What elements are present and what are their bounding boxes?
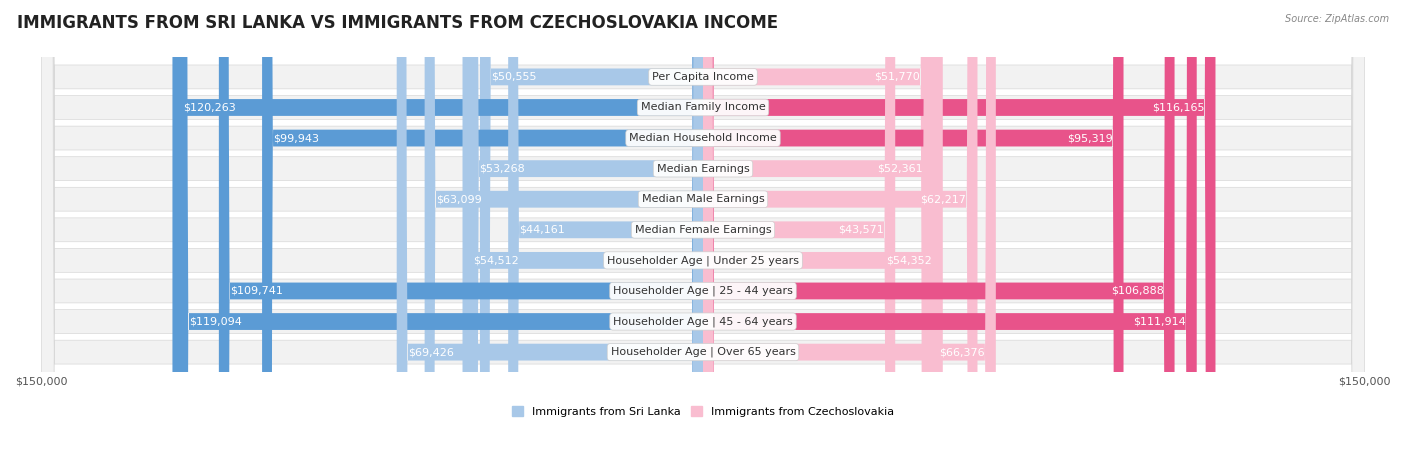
FancyBboxPatch shape (703, 0, 1197, 467)
Text: $63,099: $63,099 (436, 194, 481, 204)
Text: Householder Age | Over 65 years: Householder Age | Over 65 years (610, 347, 796, 357)
Legend: Immigrants from Sri Lanka, Immigrants from Czechoslovakia: Immigrants from Sri Lanka, Immigrants fr… (512, 406, 894, 417)
FancyBboxPatch shape (703, 0, 896, 467)
FancyBboxPatch shape (703, 0, 995, 467)
Text: Householder Age | 45 - 64 years: Householder Age | 45 - 64 years (613, 316, 793, 327)
Text: Median Male Earnings: Median Male Earnings (641, 194, 765, 204)
Text: $52,361: $52,361 (877, 163, 922, 174)
FancyBboxPatch shape (41, 0, 1365, 467)
FancyBboxPatch shape (41, 0, 1365, 467)
Text: IMMIGRANTS FROM SRI LANKA VS IMMIGRANTS FROM CZECHOSLOVAKIA INCOME: IMMIGRANTS FROM SRI LANKA VS IMMIGRANTS … (17, 14, 778, 32)
FancyBboxPatch shape (41, 0, 1365, 467)
Text: $66,376: $66,376 (939, 347, 984, 357)
FancyBboxPatch shape (479, 0, 703, 467)
FancyBboxPatch shape (703, 0, 943, 467)
FancyBboxPatch shape (703, 0, 1215, 467)
Text: $106,888: $106,888 (1111, 286, 1164, 296)
Text: Median Earnings: Median Earnings (657, 163, 749, 174)
FancyBboxPatch shape (468, 0, 703, 467)
Text: Per Capita Income: Per Capita Income (652, 72, 754, 82)
Text: $111,914: $111,914 (1133, 317, 1185, 326)
FancyBboxPatch shape (41, 0, 1365, 467)
FancyBboxPatch shape (396, 0, 703, 467)
Text: Median Female Earnings: Median Female Earnings (634, 225, 772, 235)
Text: $50,555: $50,555 (491, 72, 537, 82)
FancyBboxPatch shape (41, 0, 1365, 467)
FancyBboxPatch shape (41, 0, 1365, 467)
Text: Median Family Income: Median Family Income (641, 102, 765, 113)
Text: $53,268: $53,268 (479, 163, 524, 174)
FancyBboxPatch shape (703, 0, 934, 467)
Text: $54,512: $54,512 (474, 255, 519, 265)
Text: Householder Age | Under 25 years: Householder Age | Under 25 years (607, 255, 799, 266)
Text: $109,741: $109,741 (231, 286, 283, 296)
FancyBboxPatch shape (173, 0, 703, 467)
FancyBboxPatch shape (703, 0, 1174, 467)
Text: $119,094: $119,094 (188, 317, 242, 326)
FancyBboxPatch shape (703, 0, 1123, 467)
Text: Householder Age | 25 - 44 years: Householder Age | 25 - 44 years (613, 286, 793, 296)
FancyBboxPatch shape (219, 0, 703, 467)
Text: $44,161: $44,161 (519, 225, 565, 235)
Text: $69,426: $69,426 (408, 347, 454, 357)
FancyBboxPatch shape (41, 0, 1365, 467)
Text: $95,319: $95,319 (1067, 133, 1112, 143)
FancyBboxPatch shape (262, 0, 703, 467)
Text: Source: ZipAtlas.com: Source: ZipAtlas.com (1285, 14, 1389, 24)
FancyBboxPatch shape (508, 0, 703, 467)
FancyBboxPatch shape (703, 0, 931, 467)
Text: $99,943: $99,943 (273, 133, 319, 143)
Text: $54,352: $54,352 (886, 255, 932, 265)
Text: $43,571: $43,571 (838, 225, 884, 235)
Text: $120,263: $120,263 (183, 102, 236, 113)
FancyBboxPatch shape (41, 0, 1365, 467)
Text: Median Household Income: Median Household Income (628, 133, 778, 143)
Text: $116,165: $116,165 (1152, 102, 1205, 113)
FancyBboxPatch shape (177, 0, 703, 467)
FancyBboxPatch shape (425, 0, 703, 467)
FancyBboxPatch shape (463, 0, 703, 467)
FancyBboxPatch shape (703, 0, 977, 467)
Text: $51,770: $51,770 (875, 72, 921, 82)
Text: $62,217: $62,217 (921, 194, 966, 204)
FancyBboxPatch shape (41, 0, 1365, 467)
FancyBboxPatch shape (41, 0, 1365, 467)
